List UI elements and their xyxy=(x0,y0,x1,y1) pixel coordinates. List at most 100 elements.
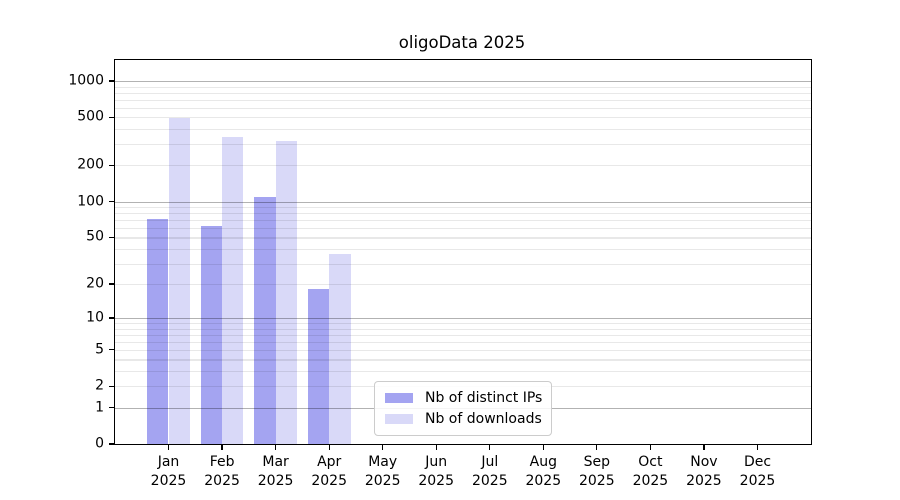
x-label-month-jul: Jul xyxy=(481,454,499,470)
gridline-minor-500 xyxy=(115,117,811,119)
gridline-minor-30 xyxy=(115,263,811,265)
x-label-year-feb: 2025 xyxy=(204,472,240,489)
x-label-month-sep: Sep xyxy=(583,454,610,470)
y-tick-label-5: 5 xyxy=(95,341,104,358)
y-tick-label-1: 1 xyxy=(95,399,104,416)
gridline-minor-50 xyxy=(115,237,811,239)
y-tick-label-100: 100 xyxy=(77,193,104,209)
x-label-month-aug: Aug xyxy=(529,454,557,470)
bar-jan-downloads xyxy=(168,118,190,444)
bar-feb-distinct-ips xyxy=(200,226,223,444)
y-tick-label-20: 20 xyxy=(86,275,104,292)
gridline-major-10 xyxy=(115,318,811,320)
gridline-minor-8 xyxy=(115,328,811,330)
y-tick-label-200: 200 xyxy=(77,156,104,173)
bar-apr-downloads xyxy=(329,254,351,444)
plot-area: 0 1 2 5 10 20 50 100 200 500 1000 Jan 2025 Feb 2025 Mar… xyxy=(68,59,812,489)
x-tick-mar xyxy=(275,445,277,451)
x-label-month-may: May xyxy=(368,454,398,470)
y-tick-1000 xyxy=(108,80,114,82)
x-tick-jul xyxy=(489,445,491,451)
gridline-minor-40 xyxy=(115,248,811,250)
axes-layer: 0 1 2 5 10 20 50 100 200 500 1000 Jan 2025 Feb 2025 Mar… xyxy=(68,60,811,489)
x-label-month-oct: Oct xyxy=(638,454,663,470)
y-tick-10 xyxy=(108,317,114,319)
x-tick-label-feb: Feb 2025 xyxy=(204,453,240,490)
x-tick-label-mar: Mar 2025 xyxy=(258,453,294,490)
x-tick-oct xyxy=(649,445,651,451)
gridline-minor-300 xyxy=(115,144,811,146)
x-label-year-mar: 2025 xyxy=(257,472,294,489)
x-tick-label-nov: Nov 2025 xyxy=(686,453,722,490)
y-tick-5 xyxy=(108,349,114,351)
x-label-month-mar: Mar xyxy=(262,454,289,470)
x-label-year-jan: 2025 xyxy=(150,472,187,489)
x-tick-jan xyxy=(167,445,170,451)
x-tick-sep xyxy=(596,445,598,451)
gridline-minor-90 xyxy=(115,207,811,209)
x-tick-label-aug: Aug 2025 xyxy=(525,453,561,490)
x-label-year-jul: 2025 xyxy=(471,472,508,489)
x-label-year-aug: 2025 xyxy=(525,472,562,489)
x-tick-dec xyxy=(756,445,759,451)
bar-mar-distinct-ips xyxy=(254,197,276,444)
y-tick-2 xyxy=(108,385,114,387)
gridline-minor-6 xyxy=(115,341,811,343)
gridline-major-1000 xyxy=(115,80,811,83)
legend-item-distinct-ips: Nb of distinct IPs xyxy=(385,389,542,407)
legend-item-downloads: Nb of downloads xyxy=(385,410,542,428)
x-tick-aug xyxy=(542,445,544,451)
y-tick-20 xyxy=(108,283,114,285)
gridline-minor-7 xyxy=(115,334,811,336)
gridline-minor-9 xyxy=(115,323,811,325)
y-tick-200 xyxy=(108,164,114,166)
gridline-minor-70 xyxy=(115,220,811,222)
x-tick-label-oct: Oct 2025 xyxy=(633,453,669,490)
x-label-year-sep: 2025 xyxy=(578,472,615,489)
gridline-minor-4 xyxy=(115,359,811,361)
x-tick-feb xyxy=(221,445,223,451)
bar-apr-distinct-ips xyxy=(307,289,330,444)
x-tick-label-jan: Jan 2025 xyxy=(151,453,187,490)
x-tick-apr xyxy=(328,445,330,451)
y-tick-1 xyxy=(108,406,114,409)
x-tick-label-may: May 2025 xyxy=(365,453,401,490)
bar-mar-downloads xyxy=(275,140,297,444)
chart-title: oligoData 2025 xyxy=(398,33,526,52)
x-tick-nov xyxy=(703,445,705,451)
legend-swatch-distinct-ips xyxy=(385,393,413,403)
gridline-minor-800 xyxy=(115,92,811,94)
bars-layer xyxy=(115,60,811,444)
legend-swatch-downloads xyxy=(385,414,413,424)
x-label-year-may: 2025 xyxy=(364,472,401,489)
x-tick-label-jun: Jun 2025 xyxy=(418,453,454,490)
x-tick-label-jul: Jul 2025 xyxy=(472,453,508,490)
x-tick-label-dec: Dec 2025 xyxy=(740,453,776,490)
legend: Nb of distinct IPs Nb of downloads xyxy=(374,381,553,436)
y-tick-label-500: 500 xyxy=(77,108,104,125)
x-label-year-jun: 2025 xyxy=(418,472,455,489)
x-label-month-apr: Apr xyxy=(317,454,342,470)
x-tick-label-sep: Sep 2025 xyxy=(579,453,615,490)
x-label-month-dec: Dec xyxy=(743,454,772,470)
gridline-minor-60 xyxy=(115,228,811,230)
x-tick-may xyxy=(382,445,384,451)
bar-feb-downloads xyxy=(222,136,244,444)
y-tick-label-10: 10 xyxy=(86,309,104,326)
bar-jan-distinct-ips xyxy=(147,218,169,444)
x-label-year-dec: 2025 xyxy=(739,472,776,489)
gridline-minor-400 xyxy=(115,129,811,131)
x-label-year-nov: 2025 xyxy=(686,472,722,489)
legend-label-downloads: Nb of downloads xyxy=(425,411,542,427)
y-tick-500 xyxy=(108,116,114,118)
gridline-minor-20 xyxy=(115,284,811,286)
gridline-major-100 xyxy=(115,201,811,203)
x-tick-label-apr: Apr 2025 xyxy=(311,453,347,490)
gridline-minor-600 xyxy=(115,107,811,109)
y-tick-label-50: 50 xyxy=(86,228,104,245)
x-label-year-oct: 2025 xyxy=(632,472,669,489)
gridline-minor-5 xyxy=(115,349,811,351)
x-tick-jun xyxy=(435,445,437,451)
legend-label-distinct-ips: Nb of distinct IPs xyxy=(425,390,543,406)
